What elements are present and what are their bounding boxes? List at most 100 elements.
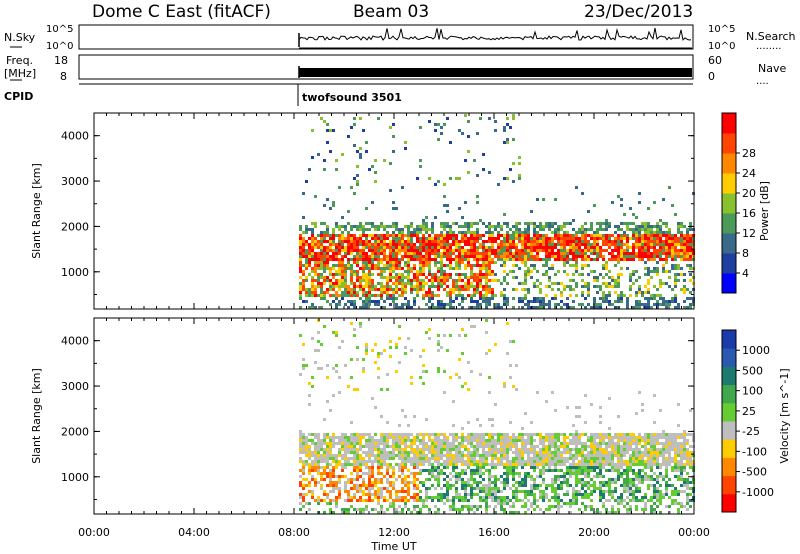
heatmap-cell: [629, 285, 632, 288]
heatmap-cell: [365, 343, 368, 346]
heatmap-cell: [452, 454, 455, 457]
heatmap-cell: [638, 306, 641, 309]
heatmap-cell: [350, 445, 353, 448]
heatmap-cell: [452, 466, 455, 469]
heatmap-cell: [320, 252, 323, 255]
heatmap-cell: [566, 481, 569, 484]
heatmap-cell: [572, 487, 575, 490]
heatmap-cell: [605, 249, 608, 252]
heatmap-cell: [503, 496, 506, 499]
heatmap-cell: [632, 246, 635, 249]
heatmap-cell: [482, 234, 485, 237]
heatmap-cell: [404, 282, 407, 285]
heatmap-cell: [446, 451, 449, 454]
heatmap-cell: [386, 243, 389, 246]
heatmap-cell: [638, 285, 641, 288]
heatmap-cell: [470, 255, 473, 258]
heatmap-cell: [548, 505, 551, 508]
heatmap-cell: [431, 246, 434, 249]
heatmap-cell: [371, 300, 374, 303]
heatmap-cell: [473, 306, 476, 309]
heatmap-cell: [479, 439, 482, 442]
heatmap-cell: [368, 294, 371, 297]
heatmap-cell: [659, 231, 662, 234]
heatmap-cell: [350, 505, 353, 508]
heatmap-cell: [620, 496, 623, 499]
heatmap-cell: [437, 445, 440, 448]
heatmap-cell: [404, 234, 407, 237]
heatmap-cell: [641, 294, 644, 297]
heatmap-cell: [557, 433, 560, 436]
heatmap-cell: [434, 451, 437, 454]
heatmap-cell: [464, 469, 467, 472]
heatmap-cell: [593, 297, 596, 300]
heatmap-cell: [458, 496, 461, 499]
heatmap-cell: [431, 306, 434, 309]
power-colorbar-segment: [722, 213, 736, 234]
heatmap-cell: [533, 264, 536, 267]
heatmap-cell: [311, 252, 314, 255]
heatmap-cell: [554, 228, 557, 231]
heatmap-cell: [533, 469, 536, 472]
heatmap-cell: [500, 481, 503, 484]
heatmap-cell: [434, 294, 437, 297]
heatmap-cell: [443, 228, 446, 231]
heatmap-cell: [353, 225, 356, 228]
heatmap-cell: [446, 279, 449, 282]
heatmap-cell: [344, 252, 347, 255]
heatmap-cell: [524, 234, 527, 237]
heatmap-cell: [611, 448, 614, 451]
heatmap-cell: [593, 442, 596, 445]
heatmap-cell: [353, 243, 356, 246]
heatmap-cell: [398, 337, 401, 340]
heatmap-cell: [560, 445, 563, 448]
heatmap-cell: [470, 463, 473, 466]
heatmap-cell: [626, 436, 629, 439]
heatmap-cell: [377, 261, 380, 264]
heatmap-cell: [638, 255, 641, 258]
heatmap-cell: [446, 258, 449, 261]
heatmap-cell: [497, 222, 500, 225]
heatmap-cell: [509, 168, 512, 171]
heatmap-cell: [482, 261, 485, 264]
heatmap-cell: [536, 243, 539, 246]
heatmap-cell: [530, 252, 533, 255]
heatmap-cell: [431, 496, 434, 499]
heatmap-cell: [467, 451, 470, 454]
heatmap-cell: [380, 285, 383, 288]
heatmap-cell: [467, 463, 470, 466]
heatmap-cell: [524, 478, 527, 481]
heatmap-cell: [446, 303, 449, 306]
heatmap-cell: [509, 249, 512, 252]
heatmap-cell: [377, 472, 380, 475]
heatmap-cell: [395, 454, 398, 457]
heatmap-cell: [344, 276, 347, 279]
heatmap-cell: [407, 255, 410, 258]
heatmap-cell: [386, 231, 389, 234]
heatmap-cell: [653, 231, 656, 234]
heatmap-cell: [317, 502, 320, 505]
heatmap-cell: [326, 234, 329, 237]
heatmap-cell: [419, 240, 422, 243]
heatmap-cell: [428, 237, 431, 240]
heatmap-cell: [479, 454, 482, 457]
heatmap-cell: [425, 370, 428, 373]
heatmap-cell: [554, 493, 557, 496]
heatmap-cell: [302, 505, 305, 508]
heatmap-cell: [344, 436, 347, 439]
heatmap-cell: [335, 442, 338, 445]
heatmap-cell: [455, 487, 458, 490]
heatmap-cell: [458, 508, 461, 511]
heatmap-cell: [311, 249, 314, 252]
heatmap-cell: [527, 231, 530, 234]
heatmap-cell: [365, 291, 368, 294]
heatmap-cell: [464, 288, 467, 291]
heatmap-cell: [350, 457, 353, 460]
heatmap-cell: [677, 264, 680, 267]
heatmap-cell: [323, 297, 326, 300]
heatmap-cell: [665, 225, 668, 228]
heatmap-cell: [584, 258, 587, 261]
heatmap-cell: [539, 472, 542, 475]
heatmap-cell: [299, 255, 302, 258]
heatmap-cell: [305, 300, 308, 303]
